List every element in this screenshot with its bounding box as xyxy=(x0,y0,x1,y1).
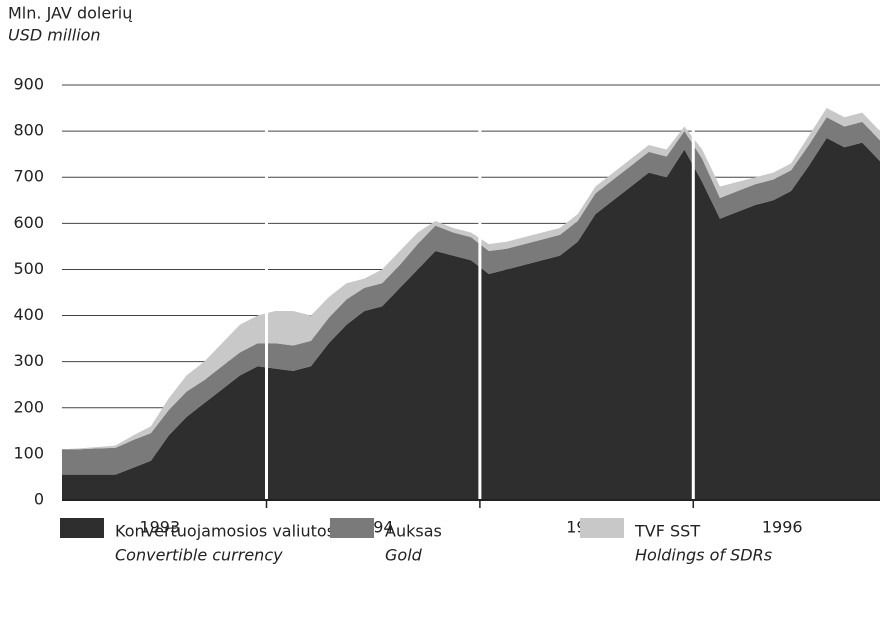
area xyxy=(62,117,880,475)
y-tick-label: 600 xyxy=(13,213,44,232)
legend-label-en: Convertible currency xyxy=(115,546,283,565)
y-tick-label: 200 xyxy=(13,397,44,416)
y-axis-label-en: USD million xyxy=(8,26,101,45)
y-tick-label: 700 xyxy=(13,167,44,186)
y-tick-label: 800 xyxy=(13,121,44,140)
y-axis-label: Mln. JAV dolerių xyxy=(8,4,132,23)
legend-label-en: Gold xyxy=(385,546,423,565)
x-tick-label: 1993 xyxy=(139,518,180,537)
legend-swatch xyxy=(580,518,624,538)
legend-swatch xyxy=(60,518,104,538)
legend-label: Konvertuojamosios valiutos xyxy=(115,522,335,541)
y-tick-label: 300 xyxy=(13,351,44,370)
y-tick-label: 0 xyxy=(34,490,44,509)
legend-label-en: Holdings of SDRs xyxy=(635,546,772,565)
y-tick-label: 900 xyxy=(13,75,44,94)
y-tick-label: 500 xyxy=(13,259,44,278)
x-tick-label: 1996 xyxy=(762,518,803,537)
legend-label: Auksas xyxy=(385,522,442,541)
legend-label: TVF SST xyxy=(634,522,700,541)
y-tick-label: 400 xyxy=(13,305,44,324)
y-tick-label: 100 xyxy=(13,443,44,462)
legend-swatch xyxy=(330,518,374,538)
